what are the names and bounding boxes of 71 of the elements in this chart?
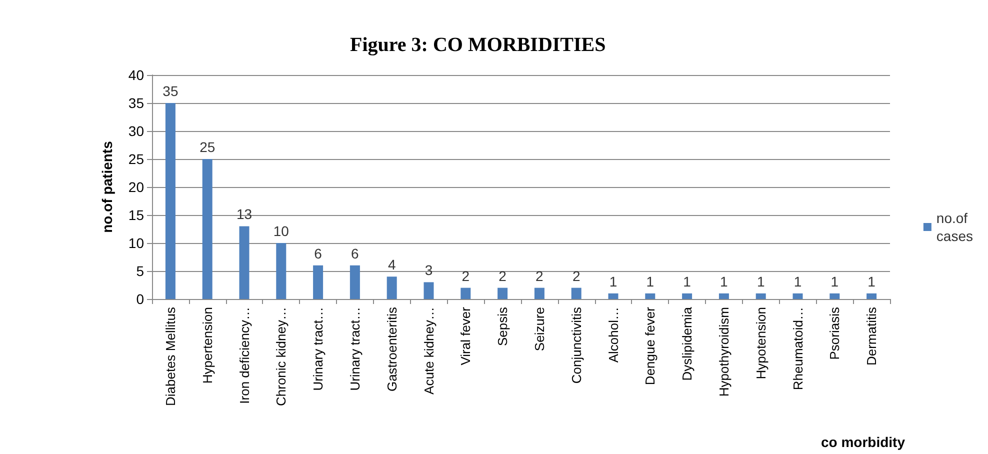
bar: [792, 293, 803, 299]
y-axis-title: no.of patients: [99, 140, 115, 233]
bar: [313, 265, 324, 299]
data-label: 6: [314, 245, 322, 262]
y-tick-label: 30: [128, 123, 144, 139]
x-tick-label: Dermatitis: [864, 306, 880, 366]
x-tick-label: Psoriasis: [827, 306, 842, 360]
data-label: 25: [200, 139, 216, 155]
data-label: 1: [609, 273, 618, 290]
bar: [866, 293, 877, 299]
x-tick-label: Urinary tract…: [310, 307, 326, 391]
bar: [165, 103, 176, 299]
bar: [239, 226, 250, 299]
data-label: 2: [572, 268, 580, 284]
y-tick-label: 0: [136, 291, 144, 307]
bar: [682, 293, 692, 299]
data-label: 1: [646, 273, 654, 290]
x-tick-label: Dengue fever: [642, 306, 658, 386]
x-tick-label: Seizure: [532, 307, 547, 352]
x-tick-label: Urinary tract…: [347, 307, 362, 391]
bar: [645, 293, 656, 299]
y-tick-label: 40: [128, 67, 144, 83]
data-label: 10: [273, 223, 290, 239]
bar: [830, 293, 840, 299]
x-tick-label: Hypertension: [200, 307, 215, 384]
bar: [202, 159, 212, 299]
bar: [386, 276, 397, 299]
bar: [534, 288, 544, 299]
y-tick-label: 35: [128, 95, 144, 111]
x-tick-label: Hypothyroidism: [716, 307, 732, 397]
x-tick-label: Viral fever: [458, 306, 474, 366]
y-tick-label: 15: [128, 207, 144, 223]
bar: [460, 288, 471, 299]
x-tick-label: Gastroenteritis: [384, 306, 400, 392]
y-tick-label: 10: [128, 235, 144, 251]
bar: [424, 282, 434, 299]
bar: [571, 288, 582, 299]
chart-title: Figure 3: CO MORBIDITIES: [350, 34, 606, 56]
data-label: 1: [683, 273, 692, 290]
x-axis-title: co morbidity: [821, 434, 906, 450]
bar: [350, 265, 360, 299]
data-label: 4: [388, 256, 396, 273]
y-tick-label: 20: [128, 179, 144, 195]
x-tick-label: Conjunctivitis: [568, 306, 584, 384]
x-tick-label: Alcohol…: [606, 307, 621, 363]
legend-label: no.of cases: [936, 210, 974, 244]
x-tick-label: Sepsis: [495, 306, 510, 346]
data-label: 1: [794, 273, 802, 290]
bar: [756, 293, 766, 299]
x-tick-label: Rheumatoid…: [790, 307, 806, 390]
x-tick-label: Hypotension: [753, 307, 768, 380]
data-label: 1: [830, 273, 839, 290]
data-label: 1: [868, 273, 876, 290]
data-label: 2: [498, 268, 507, 284]
x-tick-label: Iron deficiency…: [236, 307, 252, 404]
data-label: 35: [162, 83, 178, 99]
data-label: 2: [462, 268, 470, 284]
x-tick-label: Acute kidney…: [421, 307, 436, 394]
x-tick-label: Diabetes Mellitus: [162, 306, 178, 406]
bar: [498, 288, 508, 299]
data-label: 1: [720, 273, 728, 290]
y-tick-label: 5: [136, 263, 144, 279]
bar: [718, 293, 729, 299]
data-label: 2: [536, 268, 544, 284]
bar: [608, 293, 618, 299]
data-label: 1: [756, 273, 765, 290]
x-tick-label: Chronic kidney…: [274, 307, 289, 406]
y-tick-label: 25: [128, 151, 144, 167]
bar: [276, 243, 286, 299]
data-label: 6: [351, 245, 360, 262]
x-tick-label: Dyslipidemia: [680, 306, 695, 381]
